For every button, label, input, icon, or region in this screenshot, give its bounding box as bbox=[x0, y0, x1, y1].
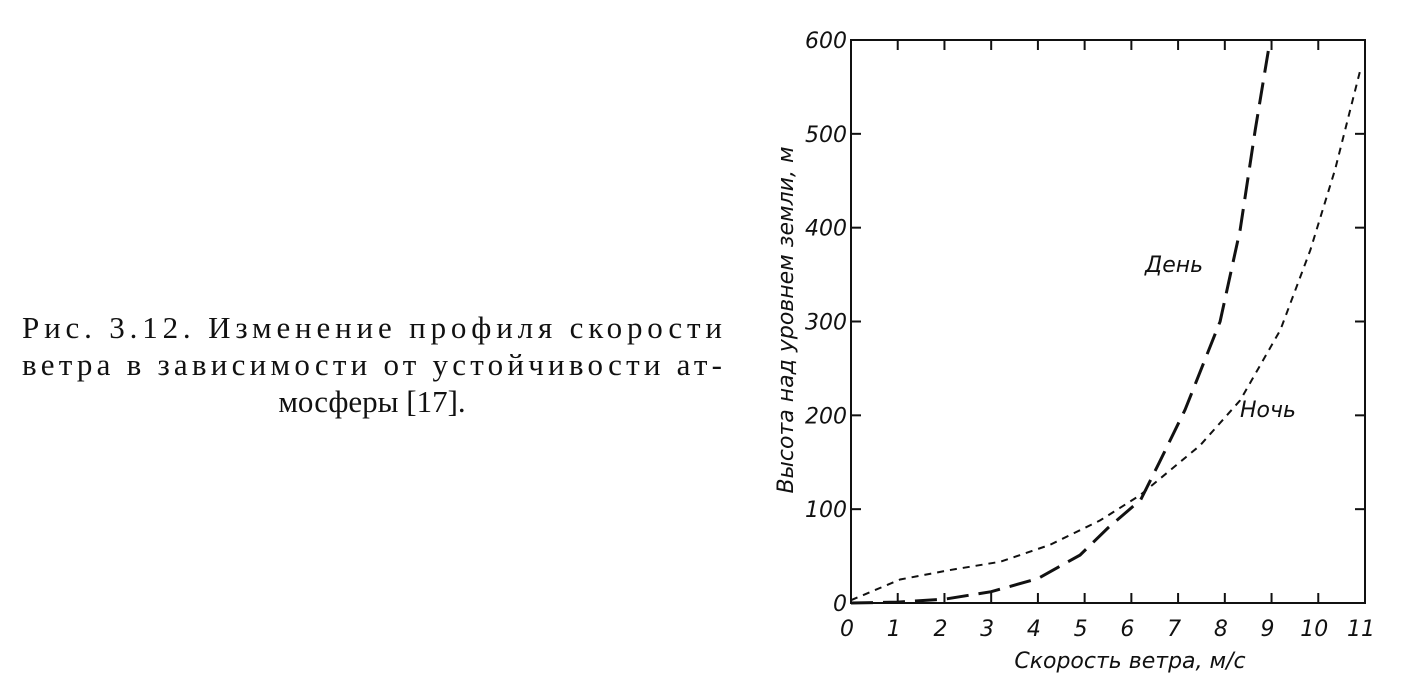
plot-frame bbox=[850, 39, 1366, 604]
caption-line: мосферы [17]. bbox=[278, 384, 465, 419]
x-tick-label: 0 bbox=[840, 617, 854, 642]
y-axis-label: Высота над уровнем земли, м bbox=[774, 146, 799, 493]
series-label: Ночь bbox=[1240, 398, 1296, 423]
x-tick-label: 9 bbox=[1261, 617, 1275, 642]
x-tick-label: 2 bbox=[933, 617, 947, 642]
x-tick-label: 7 bbox=[1167, 617, 1181, 642]
y-tick-label: 0 bbox=[833, 592, 847, 617]
y-tick-label: 500 bbox=[805, 123, 847, 148]
x-axis-label: Скорость ветра, м/с bbox=[1014, 649, 1245, 674]
y-tick-label: 300 bbox=[805, 311, 847, 336]
x-tick-label: 5 bbox=[1074, 617, 1088, 642]
x-tick-label: 10 bbox=[1300, 617, 1328, 642]
x-tick-label: 3 bbox=[980, 617, 994, 642]
y-tick-label: 200 bbox=[805, 404, 847, 429]
series-line bbox=[850, 69, 1362, 602]
x-tick-label: 4 bbox=[1027, 617, 1041, 642]
caption-line: Рис. 3.12. Изменение профиля скорости bbox=[22, 310, 722, 345]
y-tick-label: 100 bbox=[805, 498, 847, 523]
y-tick-label: 600 bbox=[805, 29, 847, 54]
y-tick-label: 400 bbox=[805, 217, 847, 242]
x-tick-label: 1 bbox=[887, 617, 901, 642]
x-tick-label: 6 bbox=[1120, 617, 1134, 642]
x-tick-label: 8 bbox=[1214, 617, 1228, 642]
x-tick-label: 11 bbox=[1347, 617, 1375, 642]
series-label: День bbox=[1144, 253, 1203, 278]
caption-line: ветра в зависимости от устойчивости ат- bbox=[22, 347, 722, 382]
series-line bbox=[850, 39, 1272, 605]
